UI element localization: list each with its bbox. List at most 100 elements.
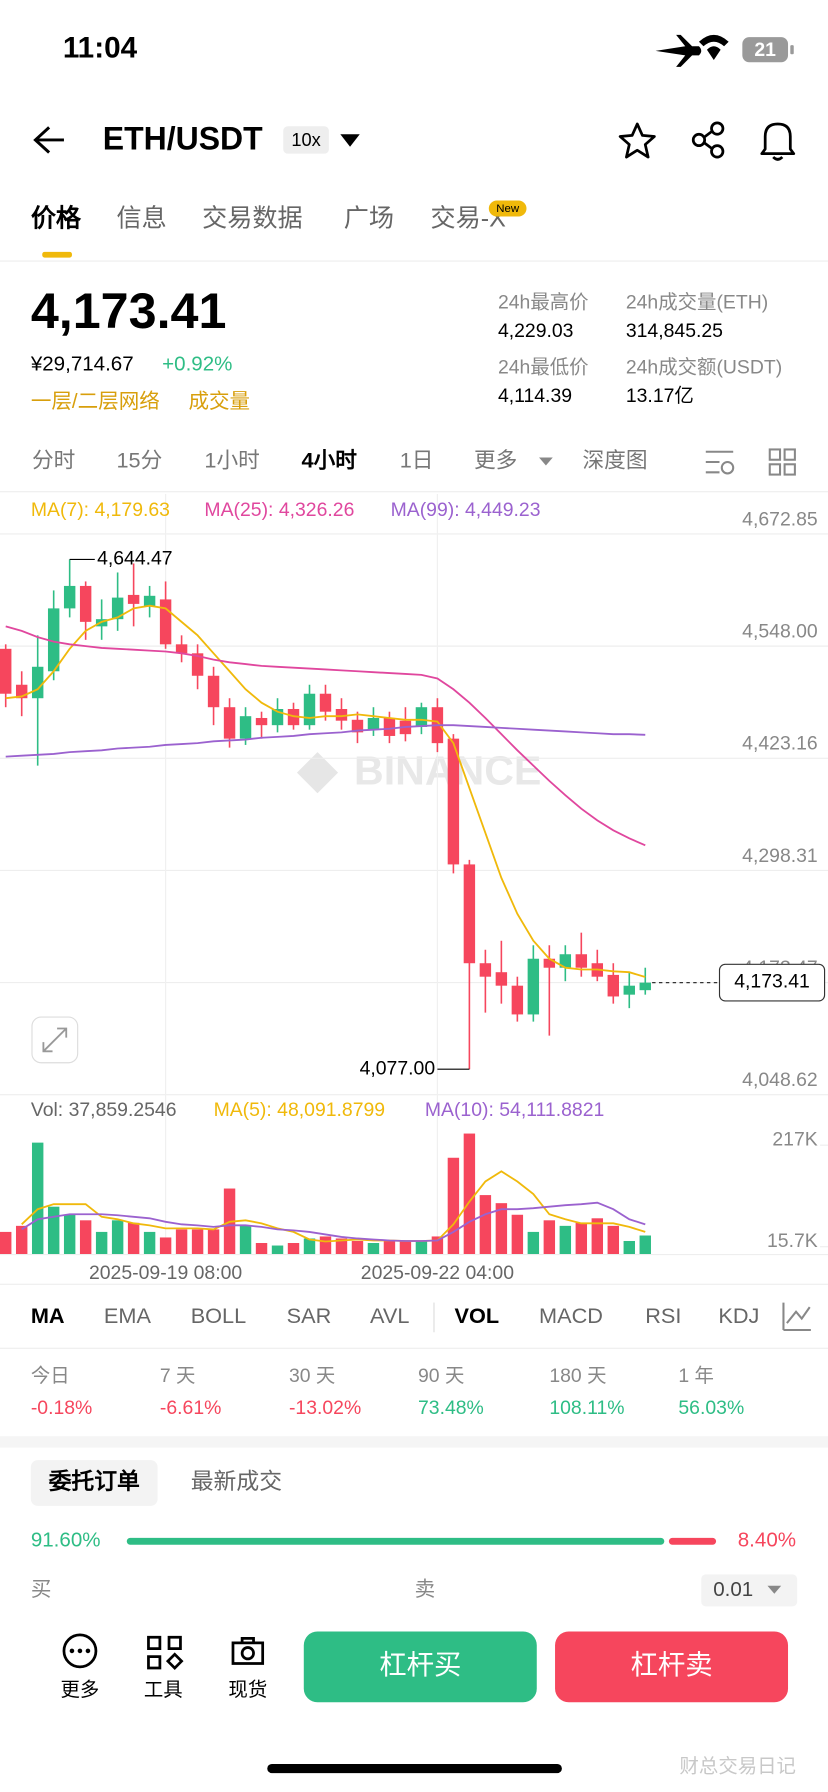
volume-tick-label: 217K: [772, 1129, 817, 1151]
pair-title[interactable]: ETH/USDT: [103, 121, 263, 157]
watermark-logo: [296, 752, 339, 794]
favorite-button[interactable]: [618, 122, 656, 159]
alert-button[interactable]: [760, 122, 796, 161]
tab[interactable]: 信息: [116, 205, 166, 233]
network-tag[interactable]: 一层/二层网络: [31, 390, 160, 413]
nav-tools[interactable]: 工具: [144, 1679, 183, 1701]
volume-bar: [79, 1220, 92, 1255]
nav-more[interactable]: 更多: [61, 1679, 100, 1701]
candle-body: [367, 717, 380, 730]
buy-ratio-bar: [126, 1537, 665, 1545]
volume-bar: [239, 1225, 252, 1255]
volume-bar: [543, 1220, 556, 1255]
chart-settings-icon[interactable]: [705, 450, 735, 475]
candle-body: [447, 738, 460, 865]
candle-body: [303, 693, 316, 726]
nav-spot[interactable]: 现货: [228, 1679, 267, 1701]
period-label: 今日: [31, 1365, 70, 1387]
volume-bar: [431, 1236, 444, 1255]
buy-ratio: 91.60%: [31, 1529, 101, 1552]
period-change: -13.02%: [289, 1397, 361, 1419]
precision-select[interactable]: [701, 1574, 798, 1607]
volume-tag[interactable]: 成交量: [188, 390, 250, 413]
indicator-tab[interactable]: AVL: [370, 1303, 409, 1328]
volume-bar: [0, 1231, 12, 1255]
buy-button[interactable]: [303, 1631, 537, 1703]
volume-bar: [527, 1231, 540, 1255]
candle-body: [143, 595, 156, 607]
volume-bar: [463, 1133, 476, 1255]
x-tick-label: 2025-09-19 08:00: [89, 1262, 242, 1284]
indicator-tab[interactable]: RSI: [645, 1303, 681, 1328]
interval[interactable]: 4小时: [302, 448, 358, 473]
y-tick-label: 4,298.31: [742, 845, 818, 867]
period-label: 7 天: [160, 1365, 196, 1387]
interval[interactable]: 分时: [32, 448, 75, 473]
back-button[interactable]: [33, 126, 64, 154]
sell-button[interactable]: [555, 1631, 789, 1703]
volume-bar: [479, 1195, 492, 1255]
ma-legend: MA(99): 4,449.23: [391, 499, 541, 521]
indicator-tab[interactable]: VOL: [455, 1303, 500, 1328]
section-gap: [0, 1436, 828, 1448]
volume-bar: [399, 1240, 412, 1255]
volume-bar: [15, 1225, 28, 1255]
period-label: 90 天: [418, 1365, 464, 1387]
orders-tab[interactable]: 委托订单: [49, 1468, 140, 1494]
candle-body: [623, 985, 635, 995]
interval[interactable]: 更多: [474, 448, 517, 473]
sell-ratio-bar: [668, 1537, 717, 1545]
trades-tab[interactable]: 最新成交: [191, 1468, 282, 1494]
indicator-tab[interactable]: MA: [31, 1303, 65, 1328]
candle-body: [479, 963, 492, 977]
interval[interactable]: 15分: [116, 448, 162, 473]
period-change: 108.11%: [549, 1397, 624, 1419]
pair-dropdown[interactable]: [340, 134, 360, 147]
status-time: 11:04: [63, 32, 138, 65]
candle-body: [543, 958, 556, 968]
period-label: 1 年: [678, 1365, 714, 1387]
tab[interactable]: 交易数据: [202, 205, 302, 233]
tools-icon[interactable]: [147, 1635, 184, 1670]
period-label: 180 天: [549, 1365, 606, 1387]
dot: [77, 1648, 83, 1654]
tab-indicator: [42, 251, 72, 258]
candle-body: [495, 972, 508, 986]
candle-body: [575, 954, 588, 968]
indicator-settings[interactable]: [782, 1302, 811, 1332]
tab[interactable]: 广场: [344, 205, 394, 233]
more-icon[interactable]: [62, 1633, 98, 1669]
candle-body: [415, 707, 428, 727]
y-tick-label: 4,423.16: [742, 733, 818, 755]
volume-bar: [111, 1220, 124, 1255]
volume-bar: [415, 1240, 428, 1255]
interval[interactable]: 1日: [400, 448, 434, 473]
indicator-tab[interactable]: KDJ: [718, 1303, 759, 1328]
volume-bar: [287, 1243, 300, 1255]
indicator-tab[interactable]: BOLL: [191, 1303, 246, 1328]
leverage-text: 10x: [291, 129, 320, 150]
interval[interactable]: 1小时: [204, 448, 259, 473]
x-tick-label: 2025-09-22 04:00: [361, 1262, 514, 1284]
volume-bar: [143, 1231, 156, 1255]
more-dropdown[interactable]: [539, 457, 553, 466]
period-change: -6.61%: [160, 1397, 222, 1419]
volume-tick-label: 15.7K: [767, 1230, 818, 1252]
volume-bar: [31, 1142, 44, 1255]
period-change: -0.18%: [31, 1397, 93, 1419]
layout-icon[interactable]: [768, 448, 796, 476]
price-change: +0.92%: [162, 352, 232, 375]
last-price-tag: [718, 963, 826, 1002]
stat-label: 24h成交量(ETH): [626, 291, 768, 313]
indicator-tab[interactable]: MACD: [539, 1303, 603, 1328]
indicator-tab[interactable]: SAR: [287, 1303, 332, 1328]
indicator-tab[interactable]: EMA: [104, 1303, 152, 1328]
tab[interactable]: 价格: [31, 204, 82, 233]
volume-bar: [351, 1240, 364, 1255]
spot-icon[interactable]: [231, 1636, 265, 1665]
share-button[interactable]: [691, 121, 725, 159]
volume-bar: [191, 1229, 204, 1255]
battery-icon: [742, 37, 789, 63]
interval[interactable]: 深度图: [582, 448, 647, 473]
airplane-icon: [655, 34, 702, 67]
